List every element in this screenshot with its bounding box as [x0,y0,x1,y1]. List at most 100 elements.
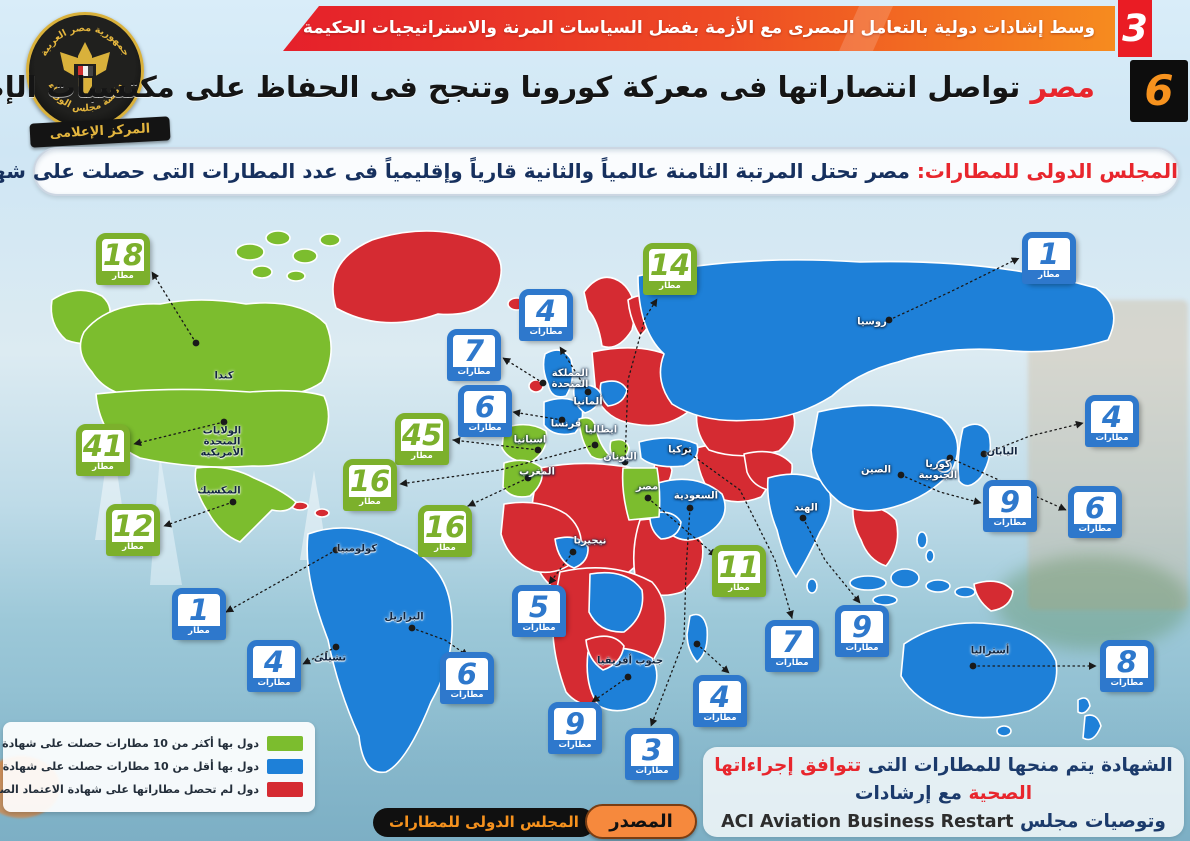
badge-unit-label: مطار [96,271,150,285]
country-dot [591,441,599,449]
corner-number-top: 3 [1118,0,1152,57]
country-label: السعودية [673,490,719,502]
connector-line [696,643,730,674]
badge-number: 6 [474,390,496,424]
subtitle-label: المجلس الدولى للمطارات: [916,159,1178,183]
airport-count-badge: 16 مطار [418,505,472,557]
country-label: البرازيل [384,611,424,623]
airport-count-badge: 6 مطارات [1068,486,1122,538]
legend-item: دول بها أقل من 10 مطارات حصلت على شهادة … [0,755,303,778]
airport-count-badge: 11 مطار [712,545,766,597]
country-dot [534,446,542,454]
airport-count-badge: 41 مطار [76,424,130,476]
country-dot [644,494,652,502]
country-label: ألمانيا [573,396,603,408]
badge-number: 7 [781,625,803,659]
badge-number: 4 [1101,400,1123,434]
footnote-line2: وتوصيات مجلس ACI Aviation Business Resta… [721,811,1166,841]
background-trees [995,555,1190,650]
eagle-shape [60,42,110,98]
legend-color-swatch [267,782,303,797]
connector-line [647,497,717,557]
badge-number: 45 [401,418,443,452]
connector-line [548,551,574,585]
airport-count-badge: 9 مطارات [548,702,602,754]
badge-unit-label: مطارات [247,678,301,692]
red-countries [291,230,1014,707]
badge-number: 4 [535,294,557,328]
badge-unit-label: مطار [343,497,397,511]
country-label: كوريا الجنوبية [918,459,958,481]
connector-line [649,507,691,727]
country-label: المغرب [519,466,555,478]
badge-number: 16 [349,464,391,498]
legend-text: دول بها أكثر من 10 مطارات حصلت على شهادة… [0,737,259,750]
country-dot [192,339,200,347]
airport-count-badge: 7 مطارات [765,620,819,672]
badge-unit-label: مطارات [625,766,679,780]
legend-color-swatch [267,759,303,774]
connector-line [467,477,529,507]
title-rest: تواصل انتصاراتها فى معركة كورونا وتنجح ف… [0,70,1021,104]
badge-unit-label: مطارات [835,643,889,657]
country-dot [408,624,416,632]
airport-count-badge: 18 مطار [96,233,150,285]
title-highlight: مصر [1030,70,1095,104]
country-label: ايطاليا [584,424,618,436]
airport-count-badge: 1 مطار [172,588,226,640]
country-label: الهند [794,502,818,514]
connector-line [151,271,197,344]
badge-number: 8 [1116,645,1138,679]
airport-count-badge: 4 مطارات [693,675,747,727]
airport-count-badge: 4 مطارات [519,289,573,341]
legend-text: دول بها أقل من 10 مطارات حصلت على شهادة … [0,760,259,773]
badge-number: 9 [999,485,1021,519]
badge-unit-label: مطارات [512,623,566,637]
connector-line [225,549,337,613]
badge-unit-label: مطارات [983,518,1037,532]
footnote-panel: الشهادة يتم منحها للمطارات التى تتوافق إ… [703,747,1184,841]
badge-unit-label: مطارات [1068,524,1122,538]
badge-number: 41 [82,429,124,463]
badge-unit-label: مطارات [765,658,819,672]
country-label: نيجيريا [573,535,607,547]
government-logo: جمهورية مصر العربية رئاسة مجلس الوزراء ا… [12,4,171,148]
airport-count-badge: 9 مطارات [983,480,1037,532]
corner-number-side: 6 [1130,60,1188,122]
airport-count-badge: 6 مطارات [458,385,512,437]
airport-count-badge: 1 مطار [1022,232,1076,284]
airport-count-badge: 5 مطارات [512,585,566,637]
airport-count-badge: 45 مطار [395,413,449,465]
continents [50,230,1115,774]
country-label: اليونان [603,451,637,463]
sailboat-decoration [300,470,328,560]
country-dot [229,498,237,506]
badge-unit-label: مطار [643,281,697,295]
country-dot [569,548,577,556]
country-dot [799,514,807,522]
airport-count-badge: 16 مطار [343,459,397,511]
country-label: جنوب أفريقيا [596,655,664,667]
legend-item: دول بها أكثر من 10 مطارات حصلت على شهادة… [0,732,303,755]
badge-unit-label: مطارات [519,327,573,341]
map-legend: دول بها أكثر من 10 مطارات حصلت على شهادة… [0,722,315,812]
connector-line [624,298,658,463]
airport-count-badge: 14 مطار [643,243,697,295]
country-label: الصين [860,464,892,476]
airport-count-badge: 4 مطارات [247,640,301,692]
badge-number: 4 [709,680,731,714]
country-label: اسبانيا [513,434,547,446]
badge-unit-label: مطارات [447,367,501,381]
country-label: أستراليا [970,645,1010,657]
source-value-pill: المجلس الدولى للمطارات [373,808,595,837]
airport-count-badge: 4 مطارات [1085,395,1139,447]
airport-count-badge: 12 مطار [106,504,160,556]
country-label: المملكة المتحدة [551,368,589,390]
badge-number: 16 [424,510,466,544]
badge-number: 5 [528,590,550,624]
badge-number: 6 [456,657,478,691]
country-dot [969,662,977,670]
connector-line [888,257,1020,321]
badge-number: 4 [263,645,285,679]
